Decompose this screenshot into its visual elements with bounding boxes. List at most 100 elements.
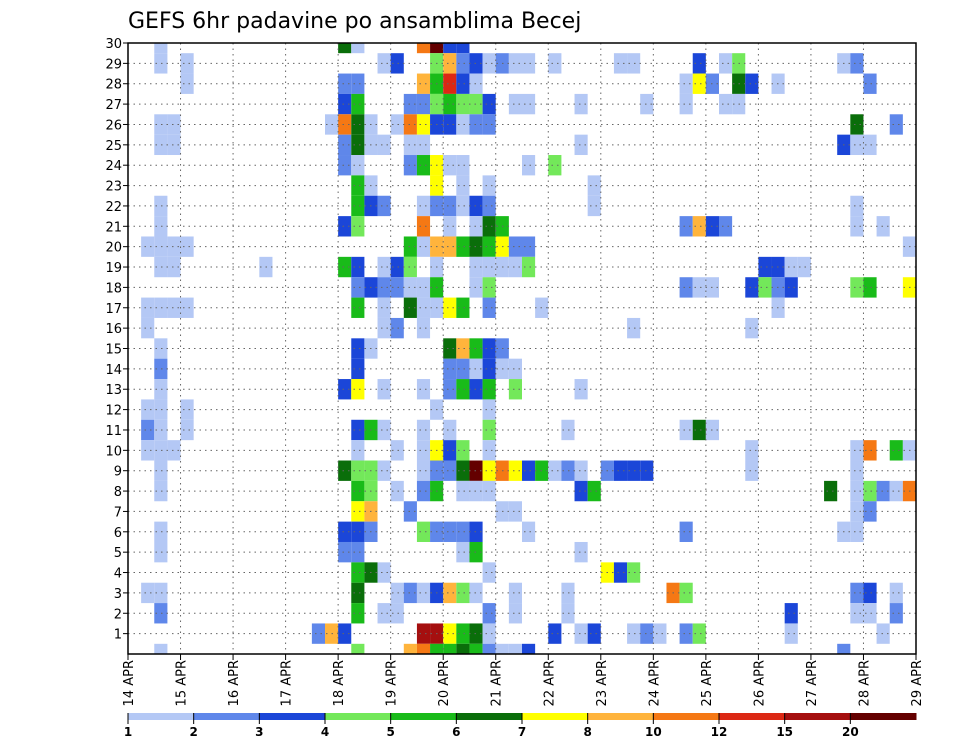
heatmap-cell [837, 643, 851, 654]
heatmap-cell [390, 317, 404, 339]
heatmap-cell [482, 603, 496, 624]
heatmap-cell [719, 93, 733, 115]
heatmap-cell [154, 603, 168, 624]
legend-label: 15 [776, 725, 793, 739]
heatmap-cell [154, 379, 168, 400]
heatmap-cell [640, 93, 654, 115]
heatmap-cell [469, 623, 483, 644]
heatmap-cell [456, 93, 470, 115]
heatmap-cell [508, 93, 522, 115]
heatmap-cell [416, 419, 431, 441]
heatmap-cell [850, 582, 864, 604]
heatmap-cell [745, 73, 759, 94]
heatmap-cell [154, 195, 168, 217]
heatmap-cell [443, 582, 457, 604]
x-tick-label: 23 APR [595, 660, 610, 706]
x-tick-label: 20 APR [437, 660, 452, 706]
heatmap-cell [745, 440, 759, 461]
heatmap-cell [443, 297, 457, 318]
heatmap-cell [627, 53, 641, 74]
heatmap-cell [430, 43, 444, 54]
heatmap-cell [338, 43, 352, 54]
heatmap-cell [850, 134, 864, 156]
heatmap-cell [443, 623, 457, 644]
heatmap-cell [456, 53, 470, 74]
heatmap-cell [351, 521, 365, 542]
y-tick-label: 19 [105, 261, 122, 276]
heatmap-cell [180, 297, 194, 318]
heatmap-cell [416, 521, 431, 542]
heatmap-cell [719, 216, 733, 237]
x-tick-label: 15 APR [175, 660, 190, 706]
heatmap-cell [154, 582, 168, 604]
heatmap-cell [508, 501, 522, 522]
legend-swatch [193, 713, 260, 720]
legend-label: 5 [386, 725, 394, 739]
heatmap-cell [863, 603, 877, 624]
heatmap-cell [456, 379, 470, 400]
heatmap-cell [482, 53, 496, 74]
heatmap-cell [377, 603, 391, 624]
x-axis: 14 APR 15 APR 16 APR 17 APR 18 APR 19 APR 20 A… [122, 654, 925, 706]
heatmap-cell [351, 134, 365, 156]
legend-swatch [128, 713, 195, 720]
heatmap-cell [508, 460, 522, 481]
heatmap-cell [443, 43, 457, 54]
legend-label: 1 [124, 725, 132, 739]
heatmap-cell [416, 43, 431, 54]
color-legend: 1 2 3 4 5 6 7 8 10 12 15 20 [124, 713, 917, 739]
heatmap-cell [508, 582, 522, 604]
heatmap-cell [587, 623, 601, 644]
legend-swatch [259, 713, 326, 720]
heatmap-cell [416, 297, 431, 318]
heatmap-cell [469, 256, 483, 278]
heatmap-cell [167, 297, 181, 318]
heatmap-cell [403, 277, 417, 298]
heatmap-cell [482, 338, 496, 359]
heatmap-cell [351, 175, 365, 196]
heatmap-cell [154, 338, 168, 359]
heatmap-cell [377, 195, 391, 217]
heatmap-cell [351, 114, 365, 135]
heatmap-cell [390, 277, 404, 298]
heatmap-cell [469, 541, 483, 563]
heatmap-cell [850, 114, 864, 135]
heatmap-cell [456, 236, 470, 257]
heatmap-cell [403, 114, 417, 135]
heatmap-cell [180, 73, 194, 94]
heatmap-cell [482, 93, 496, 115]
heatmap-cell [377, 419, 391, 441]
legend-swatch [653, 713, 720, 720]
x-tick-label: 27 APR [805, 660, 820, 706]
heatmap-cell [522, 155, 536, 176]
heatmap-cell [416, 134, 431, 156]
heatmap-cell [416, 379, 431, 400]
y-tick-label: 13 [105, 383, 122, 398]
heatmap-cell [574, 93, 588, 115]
heatmap-cell [863, 277, 877, 298]
heatmap-cell [390, 53, 404, 74]
heatmap-cell [482, 256, 496, 278]
heatmap-cell [351, 480, 365, 502]
heatmap-cell [745, 460, 759, 481]
heatmap-cell [469, 114, 483, 135]
heatmap-cell [338, 93, 352, 115]
chart-title: GEFS 6hr padavine po ansamblima Becej [128, 9, 581, 34]
y-tick-label: 23 [105, 180, 122, 195]
heatmap-cell [351, 358, 365, 380]
heatmap-cell [338, 216, 352, 237]
y-tick-label: 9 [114, 465, 122, 480]
heatmap-cell [561, 582, 575, 604]
heatmap-cell [167, 114, 181, 135]
heatmap-cell [154, 114, 168, 135]
heatmap-cell [692, 277, 706, 298]
legend-label: 8 [583, 725, 591, 739]
heatmap-cell [508, 53, 522, 74]
heatmap-cell [482, 175, 496, 196]
heatmap-cell [469, 216, 483, 237]
heatmap-cell [469, 236, 483, 257]
legend-label: 4 [321, 725, 329, 739]
y-tick-label: 12 [105, 404, 122, 419]
heatmap-cell [141, 317, 155, 339]
heatmap-cell [456, 297, 470, 318]
